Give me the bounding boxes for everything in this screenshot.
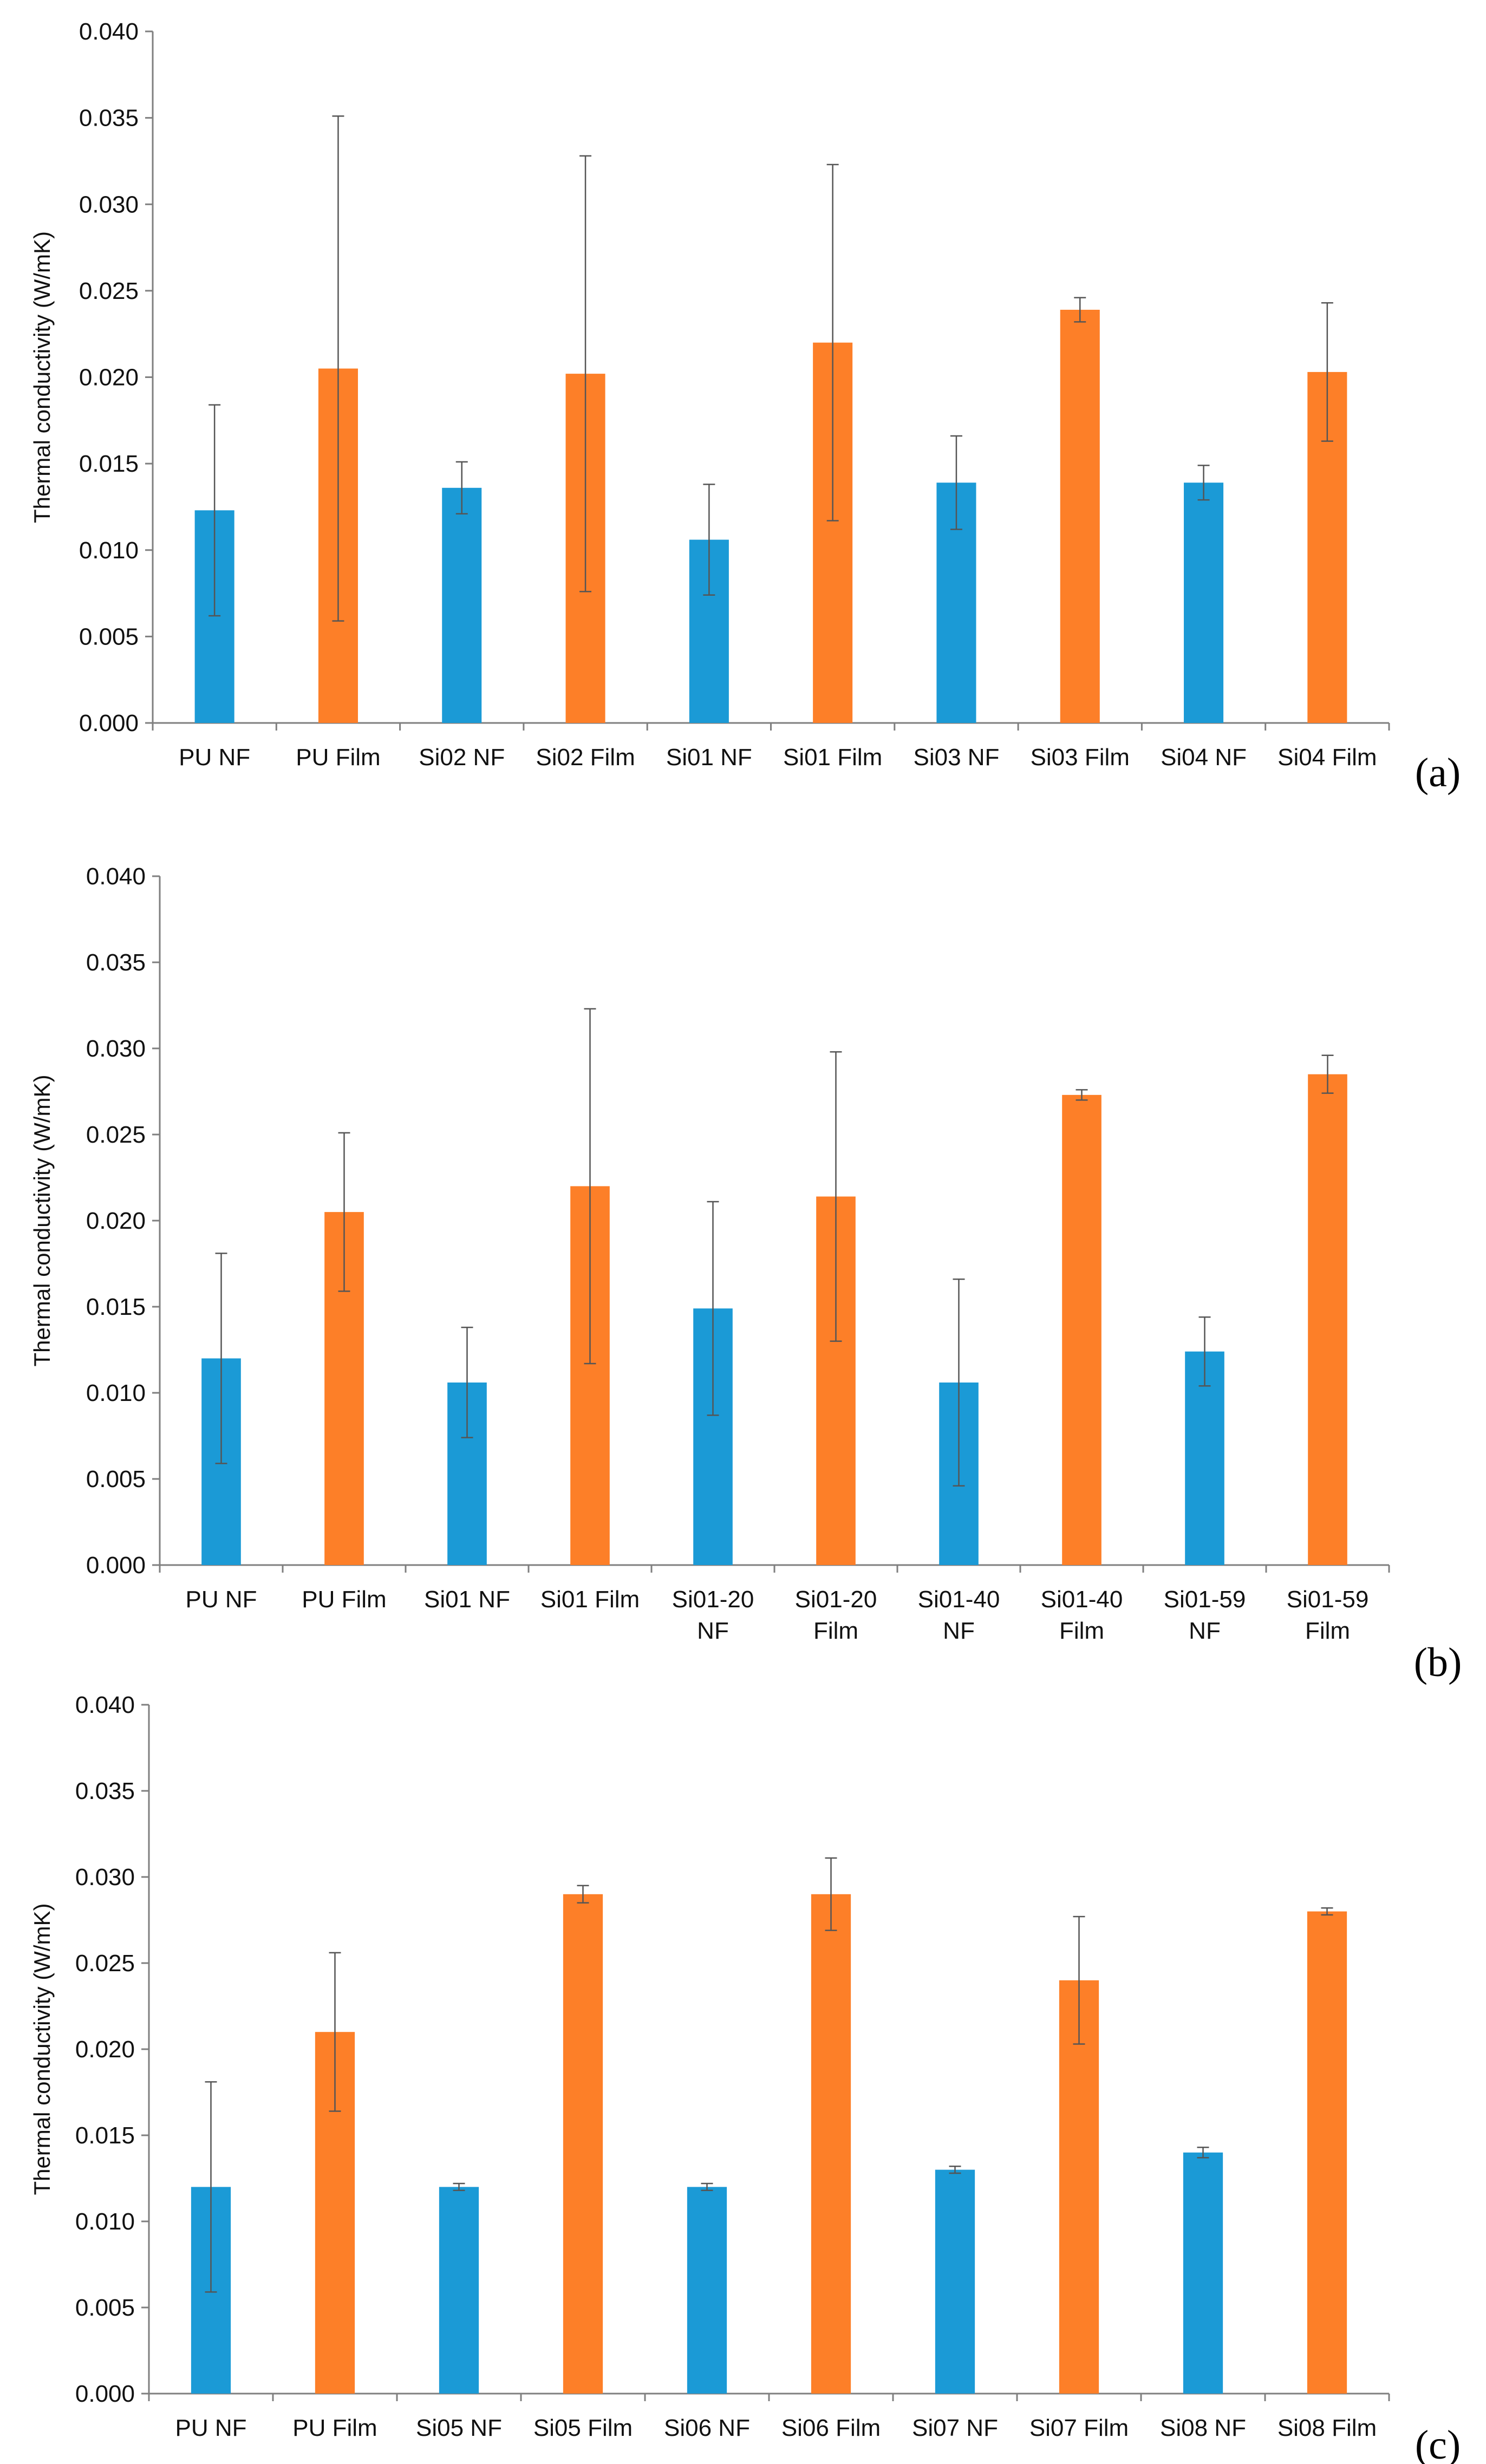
x-tick-label: Si06 Film: [781, 2415, 881, 2441]
y-tick-label: 0.005: [86, 1466, 146, 1492]
x-tick-label: Si05 Film: [533, 2415, 633, 2441]
y-tick-label: 0.015: [86, 1294, 146, 1320]
x-tick-label: PU Film: [296, 744, 380, 771]
x-tick-label: Si02 Film: [536, 744, 635, 771]
y-tick-label: 0.020: [75, 2036, 135, 2063]
x-tick-label: Si06 NF: [664, 2415, 750, 2441]
bar-film: [1062, 1094, 1102, 1565]
y-tick-label: 0.000: [86, 1552, 146, 1579]
bar-nf: [439, 2187, 479, 2394]
x-tick-label: Film: [1059, 1618, 1104, 1644]
x-tick-label: Si02 NF: [419, 744, 505, 771]
x-tick-label: PU NF: [179, 744, 250, 771]
x-tick-label: Si01 Film: [783, 744, 882, 771]
x-tick-label: Si08 Film: [1278, 2415, 1377, 2441]
y-tick-label: 0.025: [79, 278, 139, 304]
y-tick-label: 0.010: [75, 2208, 135, 2235]
bar-film: [811, 1894, 851, 2394]
bar-film: [1059, 1980, 1099, 2394]
chart-panel-b: 0.000 0.005 0.010 0.015 0.020 0.025 0.030 0.035…: [29, 863, 1462, 1685]
bar-nf: [1185, 1351, 1224, 1565]
y-tick-label: 0.040: [75, 1692, 135, 1718]
x-tick-label: Film: [1305, 1618, 1350, 1644]
y-axis-title: Thermal conductivity (W/mK): [29, 231, 55, 523]
y-axis-title: Thermal conductivity (W/mK): [29, 1074, 55, 1366]
y-tick-label: 0.015: [79, 451, 139, 477]
x-tick-label: Si01 NF: [424, 1586, 510, 1613]
chart-panel-c: 0.000 0.005 0.010 0.015 0.020 0.025 0.030 0.035…: [29, 1692, 1461, 2464]
panel-label-a: (a): [1415, 750, 1461, 796]
x-tick-label: PU NF: [186, 1586, 257, 1613]
panel-label-b: (b): [1414, 1640, 1462, 1685]
y-tick-label: 0.005: [75, 2294, 135, 2321]
y-tick-label: 0.020: [79, 364, 139, 391]
y-tick-label: 0.040: [79, 18, 139, 45]
x-tick-label: Si01 Film: [540, 1586, 640, 1613]
x-tick-label: NF: [943, 1618, 975, 1644]
x-tick-label: Si01-59: [1164, 1586, 1246, 1613]
x-tick-label: PU Film: [292, 2415, 377, 2441]
y-tick-label: 0.000: [75, 2381, 135, 2407]
bar-film: [1060, 309, 1100, 723]
bar-nf: [442, 487, 482, 723]
y-tick-label: 0.035: [86, 949, 146, 976]
x-tick-label: Si03 NF: [913, 744, 999, 771]
bar-nf: [1184, 483, 1224, 723]
panel-label-c: (c): [1415, 2422, 1461, 2464]
y-tick-label: 0.025: [86, 1122, 146, 1148]
bar-film: [1308, 1074, 1347, 1565]
chart-panel-a: 0.000 0.005 0.010 0.015 0.020 0.025 0.030 0.035…: [29, 18, 1461, 796]
x-tick-label: Si08 NF: [1160, 2415, 1246, 2441]
y-tick-label: 0.010: [86, 1380, 146, 1406]
x-tick-label: Si03 Film: [1031, 744, 1130, 771]
y-tick-label: 0.035: [75, 1778, 135, 1804]
y-tick-label: 0.040: [86, 863, 146, 890]
x-tick-label: NF: [697, 1618, 729, 1644]
x-tick-label: Si04 Film: [1278, 744, 1377, 771]
bar-nf: [687, 2187, 727, 2394]
x-tick-label: NF: [1189, 1618, 1221, 1644]
x-tick-label: Si05 NF: [416, 2415, 502, 2441]
x-tick-label: Si01-40: [1041, 1586, 1123, 1613]
x-tick-label: Si01-59: [1287, 1586, 1369, 1613]
x-tick-label: Si04 NF: [1161, 744, 1247, 771]
y-tick-label: 0.030: [79, 191, 139, 218]
bar-film: [1307, 1911, 1347, 2394]
x-tick-label: Si01-40: [918, 1586, 1000, 1613]
y-axis-title: Thermal conductivity (W/mK): [29, 1903, 55, 2195]
bar-film: [563, 1894, 603, 2394]
y-tick-label: 0.005: [79, 623, 139, 650]
x-tick-label: PU Film: [302, 1586, 386, 1613]
y-tick-label: 0.010: [79, 537, 139, 564]
x-tick-label: Si07 Film: [1029, 2415, 1129, 2441]
bar-nf: [935, 2169, 975, 2394]
y-tick-label: 0.015: [75, 2122, 135, 2149]
x-tick-label: Si07 NF: [912, 2415, 998, 2441]
y-tick-label: 0.020: [86, 1208, 146, 1234]
y-tick-label: 0.025: [75, 1950, 135, 1977]
y-tick-label: 0.030: [75, 1864, 135, 1891]
y-tick-label: 0.035: [79, 105, 139, 132]
x-tick-label: Si01-20: [795, 1586, 877, 1613]
x-tick-label: Si01 NF: [666, 744, 752, 771]
y-tick-label: 0.030: [86, 1035, 146, 1062]
x-tick-label: Si01-20: [672, 1586, 754, 1613]
x-tick-label: Film: [813, 1618, 858, 1644]
x-tick-label: PU NF: [175, 2415, 247, 2441]
bar-nf: [1183, 2152, 1223, 2394]
y-tick-label: 0.000: [79, 710, 139, 736]
